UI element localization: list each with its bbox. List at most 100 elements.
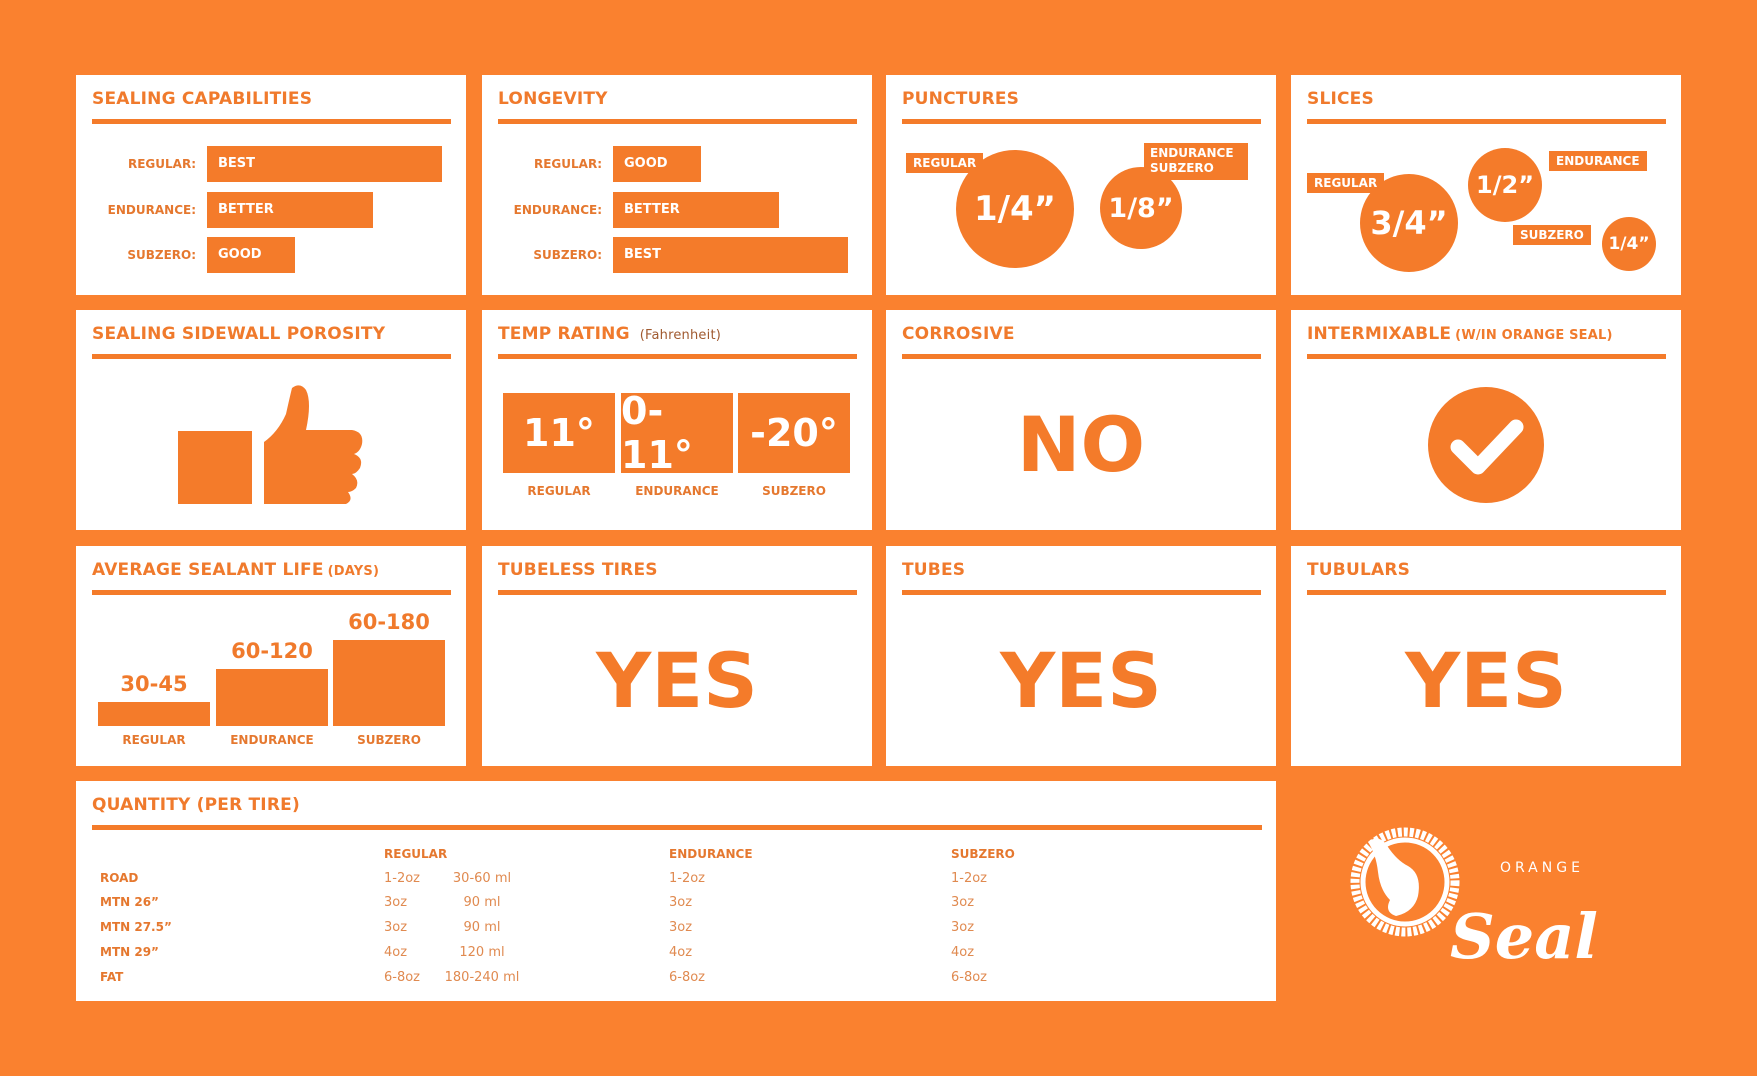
puncture-regular-circle: 1/4” [956,150,1074,268]
col-header-endurance: ENDURANCE [669,847,753,861]
card-quantity: QUANTITY (PER TIRE) REGULAR ENDURANCE SU… [76,781,1276,1001]
row-size: ROAD [100,871,139,885]
card-longevity: LONGEVITY REGULAR: GOOD ENDURANCE: BETTER… [482,75,872,295]
corrosive-value: NO [1016,400,1146,489]
card-punctures: PUNCTURES 1/4” REGULAR 1/8” ENDURANCE SUB… [886,75,1276,295]
puncture-other-circle: 1/8” [1100,167,1182,249]
card-title: SEALING SIDEWALL POROSITY [92,324,386,344]
cell-subzero: 6-8oz [951,970,988,985]
card-title: AVERAGE SEALANT LIFE (DAYS) [92,560,379,580]
rating-bar: BEST [207,146,442,182]
cell-endurance: 3oz [669,895,693,910]
label-endurance: ENDURANCE [1150,146,1234,160]
cell-regular-ml: 180-240 ml [444,970,520,985]
card-sealant-life: AVERAGE SEALANT LIFE (DAYS) 30-45 REGULAR… [76,546,466,766]
card-sidewall-porosity: SEALING SIDEWALL POROSITY [76,310,466,530]
title-unit: (DAYS) [327,564,380,579]
row-size: FAT [100,970,124,984]
card-title: TUBELESS TIRES [498,560,658,580]
divider [902,119,1261,124]
life-label: ENDURANCE [230,733,314,747]
cell-regular-ml: 30-60 ml [452,871,512,886]
temp-subzero-value: -20° [738,393,850,473]
row-label: ENDURANCE: [513,203,602,217]
divider [1307,590,1666,595]
slice-subzero-circle: 1/4” [1602,217,1656,271]
cell-regular-ml: 90 ml [463,895,501,910]
divider [92,825,1262,830]
card-title: LONGEVITY [498,89,608,109]
life-bar [333,640,445,726]
cell-subzero: 1-2oz [951,871,988,886]
slice-endurance-label: ENDURANCE [1549,151,1647,171]
puncture-regular-label: REGULAR [906,153,984,173]
tubulars-value: YES [1405,636,1567,725]
divider [1307,354,1666,359]
card-title: INTERMIXABLE (W/IN ORANGE SEAL) [1307,324,1613,344]
row-label: SUBZERO: [533,248,602,262]
row-size: MTN 27.5” [100,920,172,934]
life-bar [216,668,328,726]
cell-subzero: 4oz [951,945,975,960]
cell-regular: 3oz [384,895,408,910]
puncture-other-label: ENDURANCE SUBZERO [1144,143,1248,180]
card-title: SEALING CAPABILITIES [92,89,313,109]
cell-regular: 6-8oz [384,970,421,985]
card-title: SLICES [1307,89,1374,109]
card-corrosive: CORROSIVE NO [886,310,1276,530]
unit-note: (Fahrenheit) [639,328,722,343]
cell-regular-ml: 90 ml [463,920,501,935]
card-intermixable: INTERMIXABLE (W/IN ORANGE SEAL) [1291,310,1681,530]
cell-regular: 1-2oz [384,871,421,886]
orange-seal-logo: ORANGE Seal [1350,827,1598,970]
divider [92,119,451,124]
temp-endurance-label: ENDURANCE [635,484,719,498]
divider [902,354,1261,359]
life-value: 60-180 [348,610,430,634]
col-header-subzero: SUBZERO [951,847,1015,861]
row-label: ENDURANCE: [107,203,196,217]
life-bar [98,702,210,726]
divider [902,590,1261,595]
row-label: REGULAR: [533,157,602,171]
cell-endurance: 3oz [669,920,693,935]
row-label: SUBZERO: [127,248,196,262]
row-label: REGULAR: [127,157,196,171]
row-size: MTN 29” [100,945,159,959]
card-title: TUBULARS [1307,560,1411,580]
card-temp-rating: TEMP RATING (Fahrenheit) 11° 0-11° -20° R… [482,310,872,530]
title-text: INTERMIXABLE [1307,324,1452,344]
cell-subzero: 3oz [951,895,975,910]
divider [498,119,857,124]
rating-bar: BEST [613,237,848,273]
cell-endurance: 6-8oz [669,970,706,985]
slice-regular-label: REGULAR [1307,173,1385,193]
title-text: TEMP RATING [498,324,630,344]
cell-regular-ml: 120 ml [459,945,505,960]
cell-endurance: 1-2oz [669,871,706,886]
card-title: TEMP RATING (Fahrenheit) [498,324,721,344]
temp-regular-label: REGULAR [527,484,591,498]
card-tubeless-tires: TUBELESS TIRES YES [482,546,872,766]
check-circle-icon [1428,387,1544,503]
card-sealing-capabilities: SEALING CAPABILITIES REGULAR: BEST ENDURA… [76,75,466,295]
cell-regular: 3oz [384,920,408,935]
life-label: REGULAR [122,733,186,747]
life-label: SUBZERO [357,733,421,747]
thumbs-up-icon [178,385,363,504]
life-value: 60-120 [231,638,313,663]
label-subzero: SUBZERO [1150,161,1214,175]
temp-subzero-label: SUBZERO [762,484,826,498]
card-slices: SLICES 3/4” REGULAR 1/2” ENDURANCE 1/4” … [1291,75,1681,295]
card-title: CORROSIVE [902,324,1015,344]
life-value: 30-45 [120,672,188,696]
rating-bar: BETTER [207,192,373,228]
cell-endurance: 4oz [669,945,693,960]
card-title: TUBES [902,560,966,580]
card-title: PUNCTURES [902,89,1020,109]
rating-bar: GOOD [207,237,295,273]
cell-regular: 4oz [384,945,408,960]
title-note: (W/IN ORANGE SEAL) [1455,328,1613,343]
card-tubes: TUBES YES [886,546,1276,766]
title-text: AVERAGE SEALANT LIFE [92,560,324,580]
